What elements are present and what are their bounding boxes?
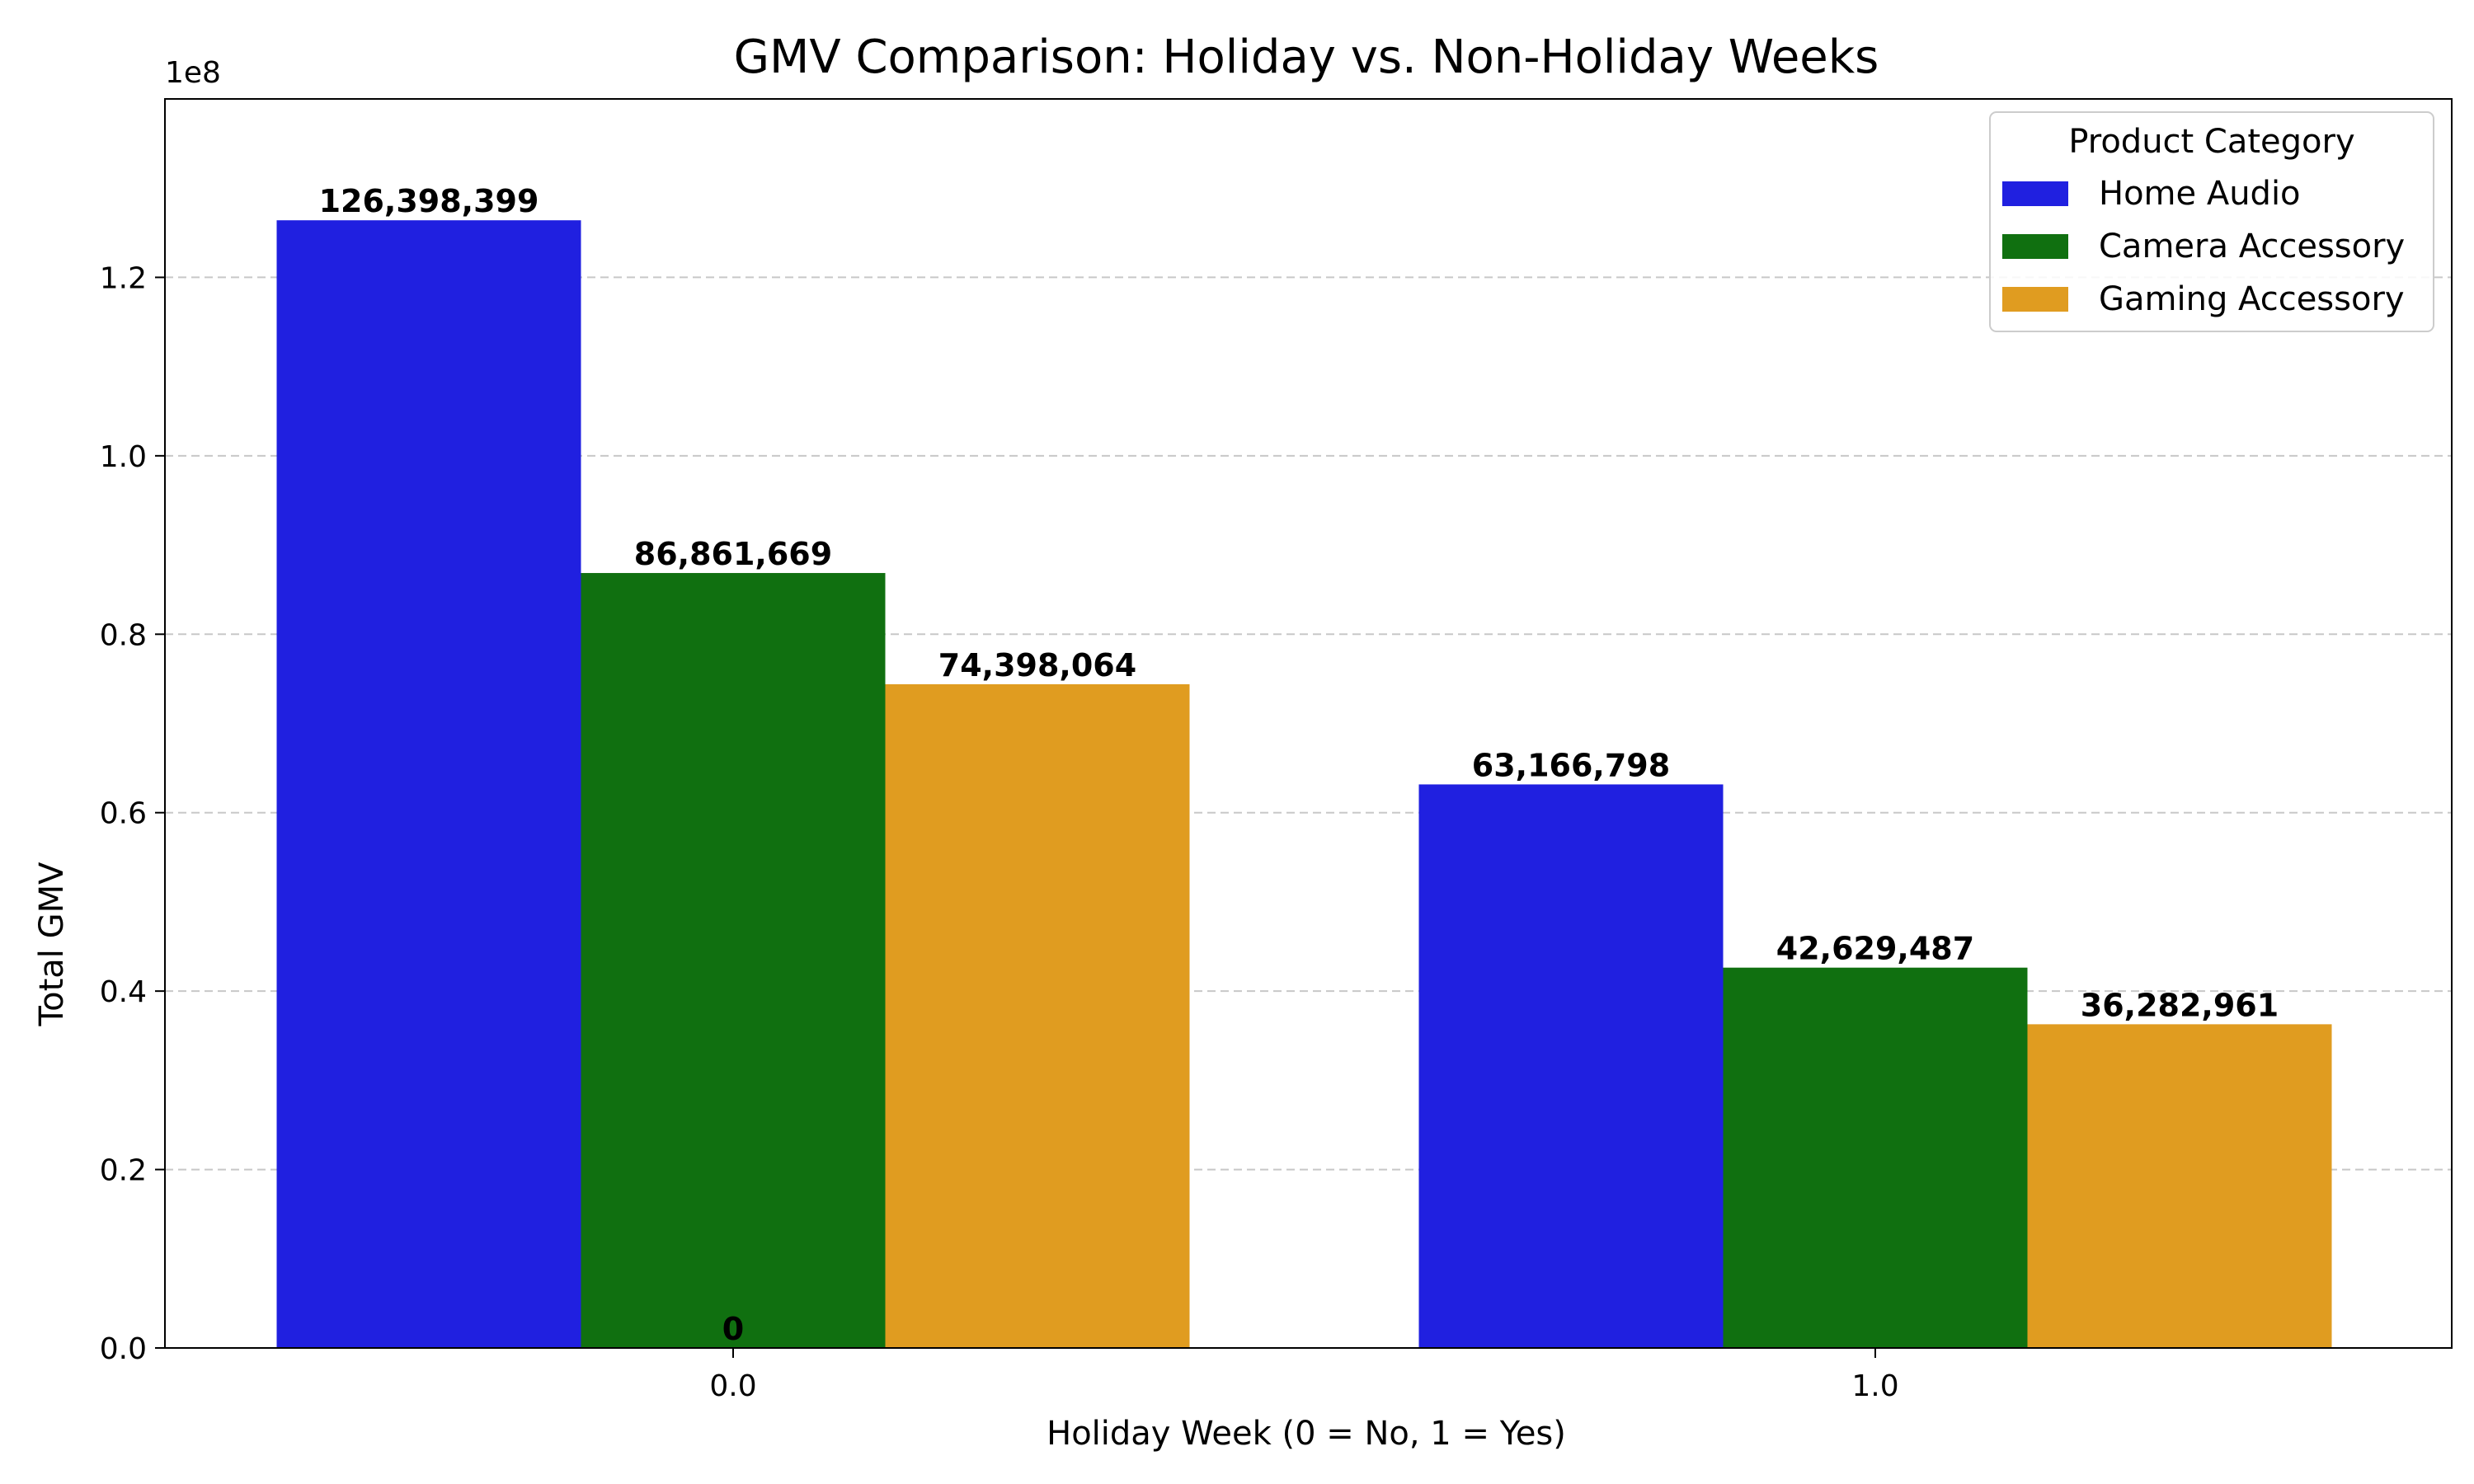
bar-home-audio-1 bbox=[1418, 784, 1724, 1348]
bar-gaming-accessory-1 bbox=[2027, 1024, 2332, 1348]
bar-value-label: 63,166,798 bbox=[1472, 747, 1670, 783]
y-tick-label: 0.2 bbox=[100, 1154, 147, 1188]
bar-camera-accessory-0 bbox=[581, 573, 886, 1348]
x-tick-label: 0.0 bbox=[709, 1369, 756, 1403]
bar-gaming-accessory-0 bbox=[885, 683, 1190, 1348]
bars bbox=[276, 220, 2332, 1349]
legend-label: Gaming Accessory bbox=[2099, 280, 2405, 318]
x-tick-label: 1.0 bbox=[1851, 1369, 1898, 1403]
axis-offset-label: 1e8 bbox=[165, 56, 221, 90]
bar-value-label: 36,282,961 bbox=[2081, 987, 2279, 1023]
legend: Product Category Home Audio Camera Access… bbox=[1989, 111, 2434, 332]
y-tick-label: 0.0 bbox=[100, 1332, 147, 1366]
legend-swatch bbox=[2002, 287, 2068, 312]
plot-frame bbox=[164, 98, 2453, 1349]
bar-home-audio-0 bbox=[276, 220, 581, 1349]
y-axis: 0.0 0.2 0.4 0.6 0.8 1.0 1.2 bbox=[100, 261, 165, 1366]
bar-labels: 126,398,399 86,861,669 74,398,064 63,166,79… bbox=[319, 183, 2279, 1347]
y-tick-label: 0.6 bbox=[100, 797, 147, 831]
legend-label: Home Audio bbox=[2099, 175, 2301, 213]
legend-box bbox=[1989, 111, 2434, 332]
legend-swatch bbox=[2002, 234, 2068, 259]
legend-label: Camera Accessory bbox=[2099, 228, 2405, 265]
y-tick-label: 0.4 bbox=[100, 975, 147, 1009]
bar-value-label: 86,861,669 bbox=[634, 536, 832, 572]
y-tick-label: 0.8 bbox=[100, 618, 147, 652]
y-axis-label: Total GMV bbox=[33, 862, 71, 1027]
legend-swatch bbox=[2002, 181, 2068, 206]
bar-camera-accessory-1 bbox=[1723, 967, 2028, 1348]
legend-title: Product Category bbox=[2068, 123, 2354, 161]
y-tick-label: 1.2 bbox=[100, 261, 147, 295]
bar-value-label: 74,398,064 bbox=[938, 647, 1136, 683]
zero-value-label: 0 bbox=[722, 1311, 744, 1347]
bar-value-label: 126,398,399 bbox=[319, 183, 539, 219]
legend-items: Home Audio Camera Accessory Gaming Accesso… bbox=[2002, 175, 2405, 318]
x-axis-label: Holiday Week (0 = No, 1 = Yes) bbox=[1047, 1415, 1566, 1453]
x-axis: 0.0 1.0 bbox=[709, 1348, 1899, 1403]
y-tick-label: 1.0 bbox=[100, 440, 147, 474]
chart-title: GMV Comparison: Holiday vs. Non-Holiday … bbox=[734, 31, 1879, 84]
bar-value-label: 42,629,487 bbox=[1776, 931, 1974, 967]
